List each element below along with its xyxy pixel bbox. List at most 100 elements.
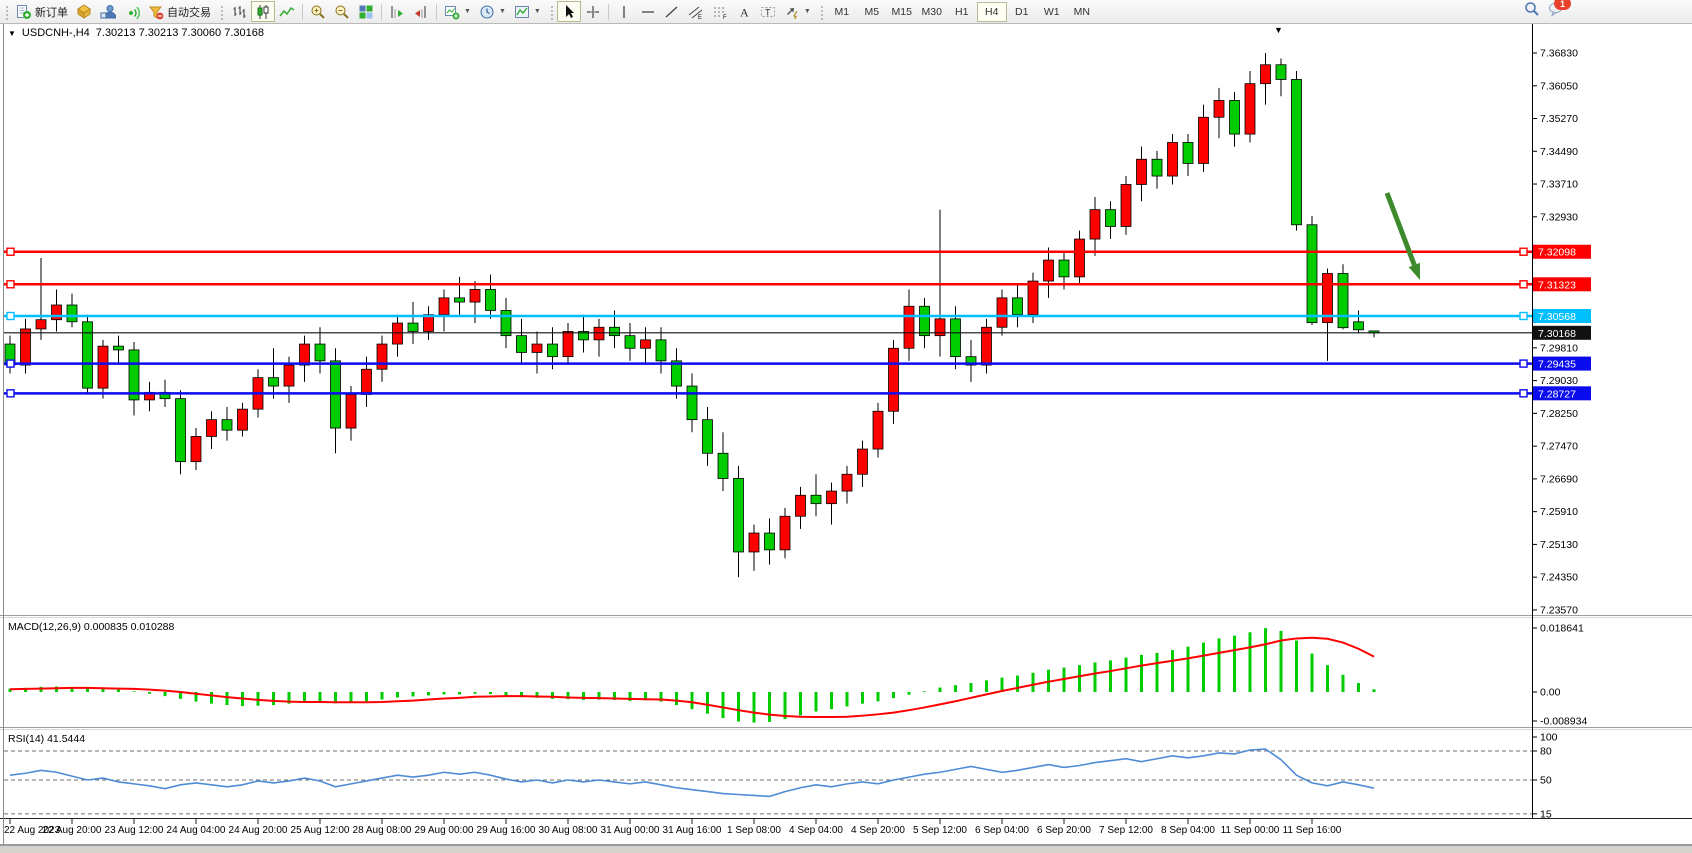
timeframe-button-mn[interactable]: MN [1073, 5, 1090, 18]
trend-line-button[interactable] [660, 1, 684, 22]
line-handle[interactable] [1519, 359, 1528, 368]
timeframe-button-h4[interactable]: H4 [976, 1, 1007, 22]
candle-down [547, 343, 558, 358]
candle-down [965, 356, 977, 366]
line-handle[interactable] [1519, 389, 1528, 398]
zoom-in-button[interactable] [306, 1, 330, 22]
chart-canvas[interactable]: 7.36830 7.36050 7.35270 7.34490 7.33710 7.329… [0, 24, 1692, 845]
candle-up [562, 331, 574, 358]
timeframe-button-m30[interactable]: M30 [921, 5, 942, 18]
search-button[interactable] [1524, 1, 1540, 22]
line-handle[interactable] [6, 389, 15, 398]
text-button[interactable]: A [732, 1, 756, 22]
auto-trading-button[interactable]: 自动交易 [144, 1, 215, 22]
svg-text:29 Aug 16:00: 29 Aug 16:00 [477, 825, 536, 836]
candle-up [1322, 273, 1333, 324]
fibonacci-button[interactable]: F [708, 1, 732, 22]
macd-signal-line [9, 636, 1375, 719]
dropdown-caret-icon[interactable]: ▼ [498, 8, 506, 15]
svg-text:7.27470: 7.27470 [1540, 441, 1578, 453]
candlestick-button[interactable] [251, 1, 275, 22]
candle-down [609, 326, 620, 337]
candle-down [175, 398, 186, 463]
timeframe-button-m1[interactable]: M1 [834, 5, 850, 18]
timeframe-button-d1[interactable]: D1 [1015, 5, 1029, 18]
chart-window[interactable]: 7.36830 7.36050 7.35270 7.34490 7.33710 7.329… [0, 24, 1692, 845]
chat-button[interactable]: 1 [1548, 0, 1571, 22]
candle-up [748, 532, 760, 553]
horizontal-line-icon [641, 10, 654, 13]
svg-text:7.35270: 7.35270 [1540, 113, 1578, 125]
svg-text:A: A [740, 5, 749, 19]
svg-text:7.29435: 7.29435 [1538, 359, 1576, 371]
line-handle[interactable] [6, 311, 15, 321]
candle-up [1198, 116, 1209, 164]
svg-text:29 Aug 00:00: 29 Aug 00:00 [415, 825, 474, 836]
new-order-button[interactable]: 新订单 [12, 1, 72, 22]
candle-down [578, 331, 589, 341]
svg-text:7.28727: 7.28727 [1538, 388, 1576, 400]
candle-down [113, 345, 124, 351]
chart-corner-arrow-icon[interactable]: ▼ [1274, 25, 1283, 35]
candle-down [810, 494, 822, 505]
new-chart-button[interactable]: ▼ [440, 1, 475, 22]
macd-indicator-label: MACD(12,26,9) 0.000835 0.010288 [8, 621, 175, 633]
profiles-clock-button[interactable]: ▼ [475, 1, 510, 22]
dropdown-caret-icon[interactable]: ▼ [533, 8, 541, 15]
line-chart-button[interactable] [275, 1, 299, 22]
indicators-button[interactable]: ▼ [510, 1, 545, 22]
macd-pane: 0.018641 0.00 -0.008934 [8, 623, 1587, 728]
line-handle[interactable] [1519, 311, 1528, 321]
chart-shift-button[interactable] [385, 1, 409, 22]
timeframe-button-m5[interactable]: M5 [864, 5, 880, 18]
candle-down [1353, 321, 1364, 331]
search-icon [1525, 2, 1539, 16]
svg-text:7.32930: 7.32930 [1540, 211, 1578, 223]
candle-up [779, 515, 791, 551]
svg-text:30 Aug 08:00: 30 Aug 08:00 [539, 825, 598, 836]
candle-up [35, 319, 47, 330]
line-handle[interactable] [6, 359, 15, 368]
arrows-button[interactable]: ▼ [780, 1, 815, 22]
chart-title-ohlc: 7.30213 7.30213 7.30060 7.30168 [95, 27, 264, 39]
vertical-line-button[interactable] [612, 1, 636, 22]
line-handle[interactable] [6, 247, 15, 256]
text-label-icon: T [760, 6, 775, 17]
line-handle[interactable] [1519, 247, 1528, 256]
price-tag [1533, 309, 1591, 324]
svg-text:7.36050: 7.36050 [1540, 80, 1578, 92]
candle-up [1213, 100, 1225, 118]
horizontal-line-button[interactable] [636, 1, 660, 22]
crosshair-button[interactable] [581, 1, 605, 22]
line-handle[interactable] [1519, 280, 1528, 289]
text-label-button[interactable]: T [756, 1, 780, 22]
symbol-expand-icon[interactable]: ▼ [8, 28, 16, 38]
auto-scroll-button[interactable] [409, 1, 433, 22]
market-watch-button[interactable] [96, 1, 120, 22]
auto-trading-icon [148, 6, 164, 19]
timeframe-button-h1[interactable]: H1 [955, 5, 969, 18]
candle-down [686, 385, 698, 421]
equidistant-channel-button[interactable]: E [684, 1, 708, 22]
signals-icon [129, 6, 140, 19]
trend-annotation-arrow[interactable] [1384, 192, 1420, 280]
bar-chart-button[interactable] [227, 1, 251, 22]
zoom-out-button[interactable] [330, 1, 354, 22]
candle-down [516, 335, 527, 353]
svg-text:31 Aug 00:00: 31 Aug 00:00 [601, 825, 660, 836]
svg-text:25 Aug 12:00: 25 Aug 12:00 [291, 825, 350, 836]
dropdown-caret-icon[interactable]: ▼ [464, 8, 471, 15]
candle-down [733, 478, 744, 553]
candle-up [345, 394, 357, 429]
toolbar-grip [219, 3, 224, 20]
line-handle[interactable] [6, 280, 15, 289]
candle-down [655, 339, 667, 362]
svg-text:11 Sep 00:00: 11 Sep 00:00 [1221, 825, 1280, 836]
dropdown-caret-icon[interactable]: ▼ [803, 8, 811, 15]
tile-windows-button[interactable] [354, 1, 378, 22]
toolbox-button[interactable] [72, 1, 96, 22]
timeframe-button-m15[interactable]: M15 [891, 5, 912, 18]
timeframe-button-w1[interactable]: W1 [1043, 5, 1060, 18]
signals-button[interactable] [120, 1, 144, 22]
cursor-button[interactable] [556, 1, 581, 22]
